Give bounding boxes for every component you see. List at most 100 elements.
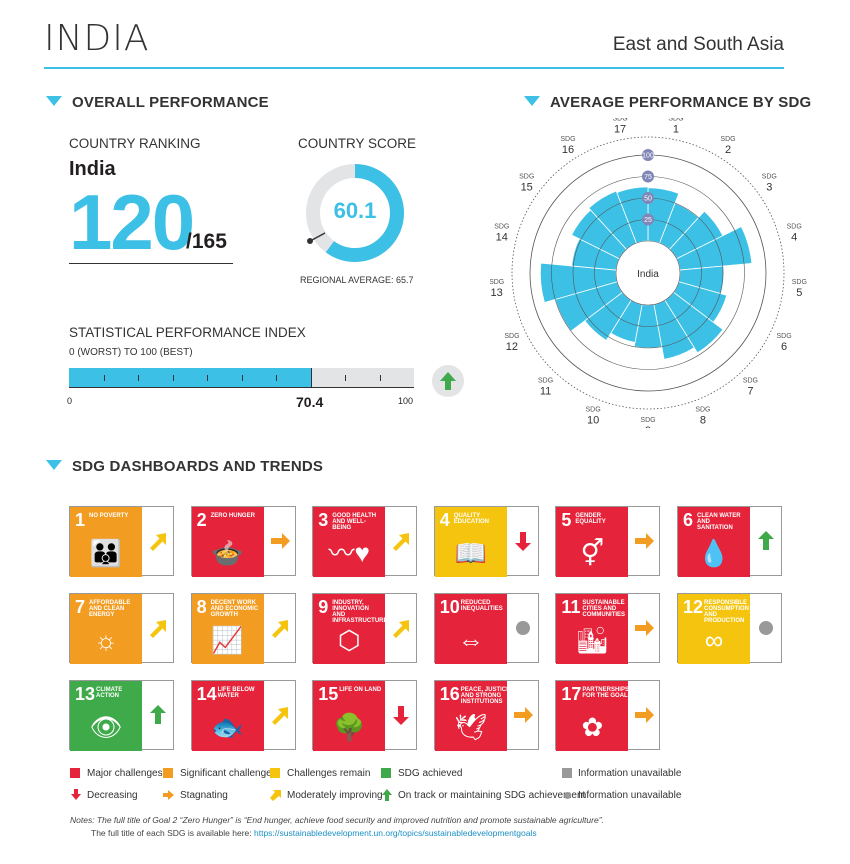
- legend-achieved-label: SDG achieved: [398, 768, 463, 779]
- sdg-tile-12: 12 RESPONSIBLE CONSUMPTION AND PRODUCTION…: [677, 593, 782, 664]
- sdg-goal-square: 11 SUSTAINABLE CITIES AND COMMUNITIES 🏙: [556, 594, 629, 664]
- radar-sdg-prefix: SDG: [787, 223, 802, 230]
- radar-sdg-number: 11: [540, 385, 551, 397]
- legend-remain-label: Challenges remain: [287, 768, 371, 779]
- trend-indicator: [385, 507, 417, 575]
- sdg-name: CLIMATE ACTION: [96, 687, 123, 699]
- trend-indicator: [507, 594, 539, 662]
- sdg-name: NO POVERTY: [89, 513, 129, 519]
- spi-title: STATISTICAL PERFORMANCE INDEX: [69, 325, 306, 340]
- country-title: INDIA: [44, 18, 150, 59]
- trend-indicator: [628, 507, 660, 575]
- trend-moderate-icon: [150, 533, 166, 551]
- sdg-tile-2: 2 ZERO HUNGER 🍲: [190, 506, 296, 577]
- legend-major-label: Major challenges: [87, 768, 163, 779]
- sdg-number: 14: [196, 684, 217, 704]
- radar-sdg-number: 10: [587, 415, 599, 427]
- radar-sdg-prefix: SDG: [612, 118, 627, 123]
- spi-subtitle: 0 (WORST) TO 100 (BEST): [69, 347, 193, 358]
- sdg-tile-13: 13 CLIMATE ACTION 👁: [69, 680, 174, 751]
- radar-sdg-prefix: SDG: [586, 407, 601, 414]
- trend-moderate-icon: [271, 620, 288, 638]
- trend-stagnating-icon: [635, 707, 655, 723]
- sdg-name: PEACE, JUSTICE AND STRONG INSTITUTIONS: [460, 687, 511, 705]
- regional-average-dot: [307, 238, 313, 244]
- sdg-goal-icon: 💧: [697, 538, 731, 568]
- sdg-goal-icon: 🌳: [333, 712, 366, 742]
- radar-sdg-number: 13: [491, 287, 503, 299]
- sdg-tile-5: 5 GENDER EQUALITY ⚥: [555, 506, 661, 577]
- sdg-name: INDUSTRY, INNOVATION AND INFRASTRUCTURE: [332, 600, 388, 624]
- sdg-number: 12: [683, 597, 704, 617]
- sdg-goal-square: 5 GENDER EQUALITY ⚥: [556, 507, 629, 577]
- legend-remain-swatch: [270, 768, 280, 778]
- sdg-goal-icon: 👪: [89, 538, 123, 568]
- notes-line-1: Notes: The full title of Goal 2 “Zero Hu…: [70, 815, 604, 825]
- sdg-goal-square: 4 QUALITY EDUCATION 📖: [434, 507, 507, 577]
- sdg-goal-square: 10 REDUCED INEQUALITIES ⇔: [434, 594, 507, 664]
- trend-indicator: [264, 594, 296, 662]
- sdg-goal-icon: 🕊: [454, 712, 488, 742]
- trend-indicator: [507, 507, 539, 575]
- radar-ring-label-dot: [642, 192, 654, 204]
- sdg-goal-icon: 👁: [89, 712, 123, 742]
- sdg-name: QUALITY EDUCATION: [453, 513, 490, 525]
- radar-sdg-number: 1: [673, 124, 679, 136]
- sdg-name: DECENT WORK AND ECONOMIC GROWTH: [210, 600, 259, 618]
- sdg-goal-icon: ⬡: [337, 625, 361, 655]
- radar-center: [615, 240, 681, 306]
- radar-ring-label: 50: [644, 196, 652, 203]
- legend-significant-label: Significant challenges: [180, 768, 277, 779]
- legend-moderate-label: Moderately improving: [287, 790, 383, 801]
- sdg-tile-4: 4 QUALITY EDUCATION 📖: [433, 506, 539, 577]
- sdg-tile-11: 11 SUSTAINABLE CITIES AND COMMUNITIES 🏙: [555, 593, 661, 664]
- rank-total: /165: [186, 230, 227, 253]
- trend-indicator: [142, 594, 174, 662]
- radar-sdg-number: 14: [496, 231, 508, 243]
- spi-tick: [241, 375, 243, 381]
- radar-sdg-prefix: SDG: [490, 279, 504, 286]
- sdg-number: 11: [561, 597, 581, 617]
- sdg-name: AFFORDABLE AND CLEAN ENERGY: [89, 600, 131, 618]
- radar-sdg-prefix: SDG: [695, 407, 710, 414]
- spi-tick: [345, 375, 346, 381]
- legend-unavailable2-label: Information unavailable: [578, 790, 682, 801]
- legend-stagnating-label: Stagnating: [180, 790, 228, 801]
- sdg-goal-icon: 📈: [211, 625, 244, 655]
- sdg-number: 16: [439, 684, 460, 704]
- regional-average-label: REGIONAL AVERAGE: 65.7: [300, 275, 414, 285]
- sdg-goal-square: 13 CLIMATE ACTION 👁: [70, 681, 142, 751]
- trend-stagnating-icon: [635, 620, 655, 636]
- sdg-name: GOOD HEALTH AND WELL-BEING: [332, 513, 377, 531]
- sdg-goal-square: 12 RESPONSIBLE CONSUMPTION AND PRODUCTION…: [678, 594, 750, 664]
- trend-stagnating-icon: [513, 707, 533, 723]
- sdg-tile-10: 10 REDUCED INEQUALITIES ⇔: [433, 593, 539, 664]
- ranking-country-name: India: [69, 158, 116, 180]
- sdg-number: 1: [75, 510, 86, 530]
- radar-ring-label-dot: [642, 149, 654, 161]
- radar-sdg-prefix: SDG: [762, 173, 777, 180]
- country-score-label: COUNTRY SCORE: [298, 136, 417, 151]
- sdg-tile-14: 14 LIFE BELOW WATER 🐟: [190, 680, 296, 751]
- sdg-titles-link[interactable]: https://sustainabledevelopment.un.org/to…: [254, 828, 537, 838]
- radar-sdg-prefix: SDG: [538, 377, 553, 384]
- trend-moderate-icon: [150, 620, 166, 638]
- radar-sdg-number: 8: [700, 415, 706, 427]
- radar-sdg-prefix: SDG: [640, 417, 655, 424]
- spi-max-label: 100: [398, 396, 414, 406]
- regional-average-marker: [311, 232, 326, 241]
- sdg-goal-square: 3 GOOD HEALTH AND WELL-BEING 〰♥: [313, 507, 386, 577]
- radar-sdg-number: 6: [781, 341, 787, 353]
- radar-ring-label: 100: [642, 153, 654, 160]
- spi-tick: [276, 375, 277, 381]
- spi-min-label: 0: [67, 396, 73, 406]
- sdg-tile-6: 6 CLEAN WATER AND SANITATION 💧: [677, 506, 782, 577]
- sdg-number: 8: [196, 597, 207, 617]
- header-divider: [44, 67, 784, 69]
- sdg-goal-icon: ⇔: [457, 625, 484, 655]
- trend-indicator: [142, 507, 174, 575]
- sdg-name: GENDER EQUALITY: [575, 513, 606, 525]
- trend-ontrack-icon: [150, 705, 166, 724]
- legend-decreasing-label: Decreasing: [87, 790, 138, 801]
- sdg-name: PARTNERSHIPS FOR THE GOALS: [582, 687, 632, 699]
